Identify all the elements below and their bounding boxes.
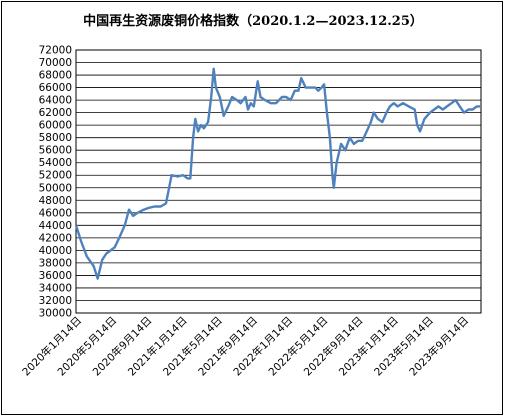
y-tick-label: 58000 — [39, 132, 72, 144]
y-tick-label: 36000 — [39, 270, 72, 282]
x-tick-label: 2020年9月14日 — [90, 314, 155, 379]
chart-title: 中国再生资源废铜价格指数（2020.1.2—2023.12.25） — [83, 14, 423, 29]
x-tick-label: 2020年5月14日 — [55, 314, 120, 379]
y-tick-label: 66000 — [39, 82, 72, 94]
y-tick-label: 38000 — [39, 257, 72, 269]
y-tick-label: 30000 — [39, 308, 72, 320]
y-tick-label: 44000 — [39, 220, 72, 232]
y-tick-label: 56000 — [39, 145, 72, 157]
series-line — [74, 67, 481, 280]
y-tick-label: 34000 — [39, 282, 72, 294]
x-tick-label: 2023年9月14日 — [407, 314, 472, 379]
y-axis-ticks: 3000032000340003600038000400004200044000… — [39, 45, 72, 320]
y-tick-label: 72000 — [39, 45, 72, 57]
y-tick-label: 64000 — [39, 95, 72, 107]
y-tick-label: 68000 — [39, 70, 72, 82]
x-axis-ticks: 2020年1月14日2020年5月14日2020年9月14日2021年1月14日… — [20, 314, 472, 379]
y-tick-label: 52000 — [39, 170, 72, 182]
x-tick-label: 2021年5月14日 — [160, 314, 225, 379]
x-tick-label: 2021年9月14日 — [195, 314, 260, 379]
grid-lines — [76, 49, 481, 314]
y-tick-label: 70000 — [39, 57, 72, 69]
y-tick-label: 50000 — [39, 182, 72, 194]
x-tick-label: 2023年5月14日 — [371, 314, 436, 379]
y-tick-label: 48000 — [39, 195, 72, 207]
plot-area — [75, 49, 482, 314]
x-tick-label: 2022年1月14日 — [231, 314, 296, 379]
y-tick-label: 54000 — [39, 157, 72, 169]
x-tick-label: 2022年5月14日 — [266, 314, 331, 379]
x-tick-label: 2023年1月14日 — [336, 314, 401, 379]
x-tick-label: 2021年1月14日 — [125, 314, 190, 379]
y-tick-label: 40000 — [39, 245, 72, 257]
y-tick-label: 42000 — [39, 232, 72, 244]
y-tick-label: 32000 — [39, 295, 72, 307]
y-tick-label: 60000 — [39, 120, 72, 132]
y-tick-label: 62000 — [39, 107, 72, 119]
x-tick-label: 2020年1月14日 — [20, 314, 85, 379]
y-tick-label: 46000 — [39, 207, 72, 219]
x-tick-label: 2022年9月14日 — [301, 314, 366, 379]
